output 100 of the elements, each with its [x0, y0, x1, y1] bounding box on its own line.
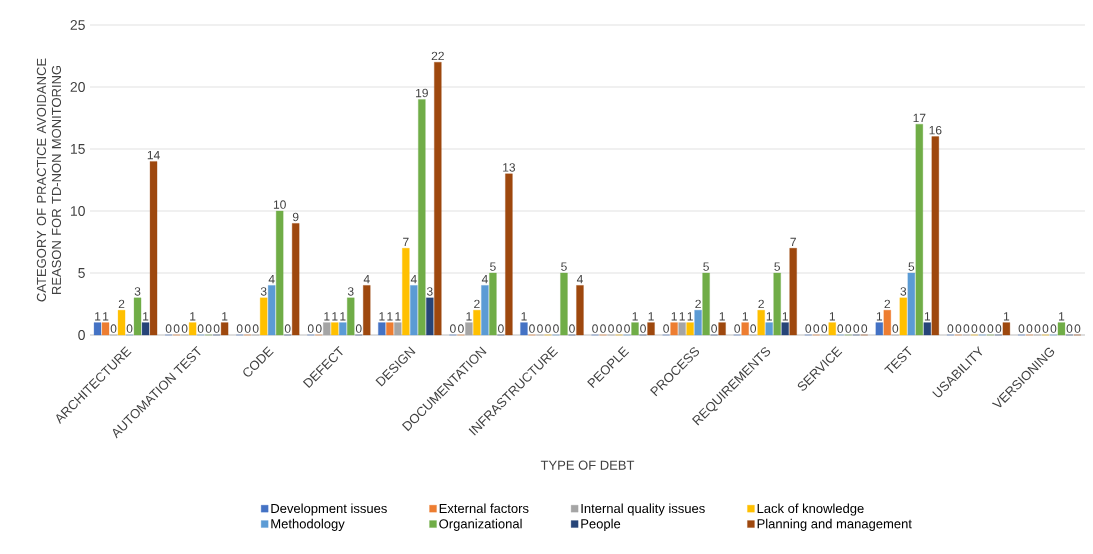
data-label: 1: [687, 312, 693, 321]
y-tick-label: 10: [70, 206, 85, 216]
data-label: 22: [431, 51, 444, 61]
data-label: 2: [695, 299, 701, 309]
data-label: 0: [545, 324, 551, 333]
data-label: 0: [711, 324, 717, 333]
bar: [323, 322, 331, 336]
bar: [465, 322, 473, 336]
data-label: 0: [813, 324, 820, 333]
data-label: 5: [908, 262, 915, 271]
data-label: 1: [332, 312, 338, 321]
bar: [923, 322, 931, 336]
bar: [386, 322, 394, 336]
data-label: 1: [340, 312, 346, 321]
data-label: 16: [929, 125, 942, 135]
data-label: 13: [503, 163, 516, 172]
data-label: 0: [734, 324, 741, 333]
data-label: 5: [561, 262, 567, 271]
data-label: 1: [766, 312, 772, 321]
legend-label: Internal quality issues: [581, 503, 705, 516]
data-label: 0: [553, 324, 559, 333]
y-tick-label: 5: [78, 268, 85, 278]
bar: [520, 322, 528, 336]
data-label: 4: [481, 274, 488, 284]
bar: [331, 322, 339, 336]
data-label: 0: [1066, 324, 1073, 333]
bar: [765, 322, 773, 336]
data-label: 2: [474, 299, 480, 309]
bar: [1057, 322, 1066, 336]
data-label: 0: [173, 324, 180, 333]
data-label: 4: [576, 274, 583, 284]
data-label: 1: [876, 312, 883, 321]
data-label: 5: [774, 262, 781, 271]
data-label: 4: [268, 274, 275, 284]
data-label: 1: [379, 312, 385, 321]
bar: [670, 322, 678, 336]
data-label: 0: [1042, 324, 1049, 333]
bar: [101, 322, 110, 336]
bar: [410, 285, 418, 336]
data-label: 0: [947, 324, 954, 333]
bar: [489, 272, 497, 336]
data-label: 1: [143, 312, 149, 321]
data-label: 1: [924, 312, 931, 321]
legend-label: Methodology: [271, 518, 345, 531]
data-label: 0: [750, 324, 757, 333]
bar: [781, 322, 789, 336]
data-label: 1: [222, 312, 228, 321]
data-label: 3: [426, 287, 433, 296]
data-label: 1: [719, 312, 725, 321]
bar: [560, 272, 568, 336]
bar: [915, 124, 923, 336]
data-label: 1: [521, 312, 527, 321]
y-tick-label: 15: [70, 144, 85, 154]
data-label: 0: [1018, 324, 1025, 333]
bar: [339, 322, 347, 336]
bar: [473, 310, 481, 336]
bar: [757, 310, 765, 336]
legend-label: Development issues: [271, 503, 387, 516]
data-label: 5: [490, 262, 496, 271]
data-label: 0: [1074, 324, 1081, 333]
data-label: 1: [395, 312, 401, 321]
data-label: 1: [387, 312, 393, 321]
bar: [702, 272, 710, 336]
data-label: 0: [355, 324, 362, 333]
data-label: 1: [1059, 312, 1065, 321]
data-label: 0: [307, 324, 314, 333]
data-label: 4: [410, 274, 417, 284]
bar: [141, 322, 150, 336]
bar: [789, 248, 797, 336]
data-label: 3: [347, 287, 354, 296]
bar: [117, 310, 126, 336]
bar: [426, 297, 434, 336]
data-label: 0: [616, 324, 622, 333]
data-label: 5: [703, 262, 709, 271]
bar: [402, 248, 410, 336]
data-label: 0: [624, 324, 630, 333]
bar: [394, 322, 402, 336]
data-label: 0: [244, 324, 251, 333]
data-label: 0: [640, 324, 646, 333]
data-label: 1: [1003, 312, 1010, 321]
bar: [647, 322, 655, 336]
data-label: 1: [95, 312, 101, 321]
data-label: 0: [861, 324, 868, 333]
data-label: 0: [213, 324, 220, 333]
data-label: 0: [1050, 324, 1057, 333]
bar: [434, 62, 442, 336]
bar: [1002, 322, 1011, 336]
data-label: 1: [324, 312, 330, 321]
data-label: 0: [995, 324, 1002, 333]
data-label: 0: [1026, 324, 1033, 333]
data-label: 1: [829, 312, 835, 321]
data-label: 0: [608, 324, 614, 333]
bar: [363, 285, 371, 336]
data-label: 0: [110, 324, 117, 333]
data-label: 3: [900, 287, 907, 296]
data-label: 1: [782, 312, 788, 321]
bar: [773, 272, 781, 336]
data-label: 0: [955, 324, 962, 333]
bar: [93, 322, 102, 336]
bar: [268, 285, 276, 336]
